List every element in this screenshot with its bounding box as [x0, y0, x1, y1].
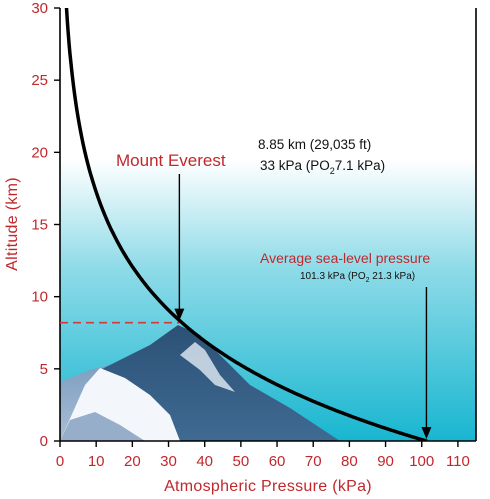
everest-pressure-suffix: 7.1 kPa) — [335, 158, 385, 173]
sea-level-pressure-suffix: 21.3 kPa) — [370, 271, 416, 282]
everest-altitude-text: 8.85 km (29,035 ft) — [258, 137, 371, 152]
sea-level-label: Average sea-level pressure — [260, 250, 430, 266]
y-tick-label: 30 — [31, 0, 48, 17]
x-tick-label: 60 — [269, 453, 286, 470]
everest-pressure-sub: 2 — [330, 166, 335, 176]
everest-arrowhead — [174, 308, 185, 321]
x-axis-ticks: 0 10 20 30 40 50 60 70 80 90 100 110 — [56, 441, 470, 470]
y-tick-label: 25 — [31, 72, 48, 89]
y-tick-label: 5 — [40, 361, 48, 378]
y-axis-ticks: 0 5 10 15 20 25 30 — [31, 0, 60, 450]
x-tick-label: 50 — [233, 453, 250, 470]
y-axis-title: Altitude (km) — [4, 177, 21, 271]
mountain-shadow — [60, 412, 145, 441]
x-tick-label: 0 — [56, 453, 64, 470]
y-tick-label: 15 — [31, 217, 48, 234]
x-tick-label: 90 — [377, 453, 394, 470]
x-tick-label: 70 — [305, 453, 322, 470]
x-tick-label: 80 — [341, 453, 358, 470]
everest-pressure-text: 33 kPa (PO27.1 kPa) — [260, 158, 385, 176]
sea-level-pressure-sub: 2 — [366, 277, 370, 284]
x-tick-label: 110 — [446, 453, 470, 470]
x-tick-label: 30 — [160, 453, 177, 470]
sea-level-arrowhead — [421, 427, 432, 439]
x-tick-label: 40 — [196, 453, 213, 470]
x-axis-title: Atmospheric Pressure (kPa) — [164, 478, 372, 495]
mountain-snow-ridge — [180, 342, 235, 392]
altitude-pressure-curve — [64, 8, 429, 441]
everest-pressure-prefix: 33 kPa (PO — [260, 158, 330, 173]
mountain-illustration — [60, 325, 340, 441]
y-tick-label: 10 — [31, 289, 48, 306]
x-tick-label: 100 — [409, 453, 434, 470]
sea-level-pressure-prefix: 101.3 kPa (PO — [300, 271, 366, 282]
sea-level-pressure-text: 101.3 kPa (PO2 21.3 kPa) — [300, 271, 415, 284]
y-tick-label: 0 — [40, 433, 48, 450]
x-tick-label: 20 — [124, 453, 141, 470]
everest-label: Mount Everest — [116, 151, 226, 170]
x-tick-label: 10 — [88, 453, 105, 470]
y-tick-label: 20 — [31, 144, 48, 161]
